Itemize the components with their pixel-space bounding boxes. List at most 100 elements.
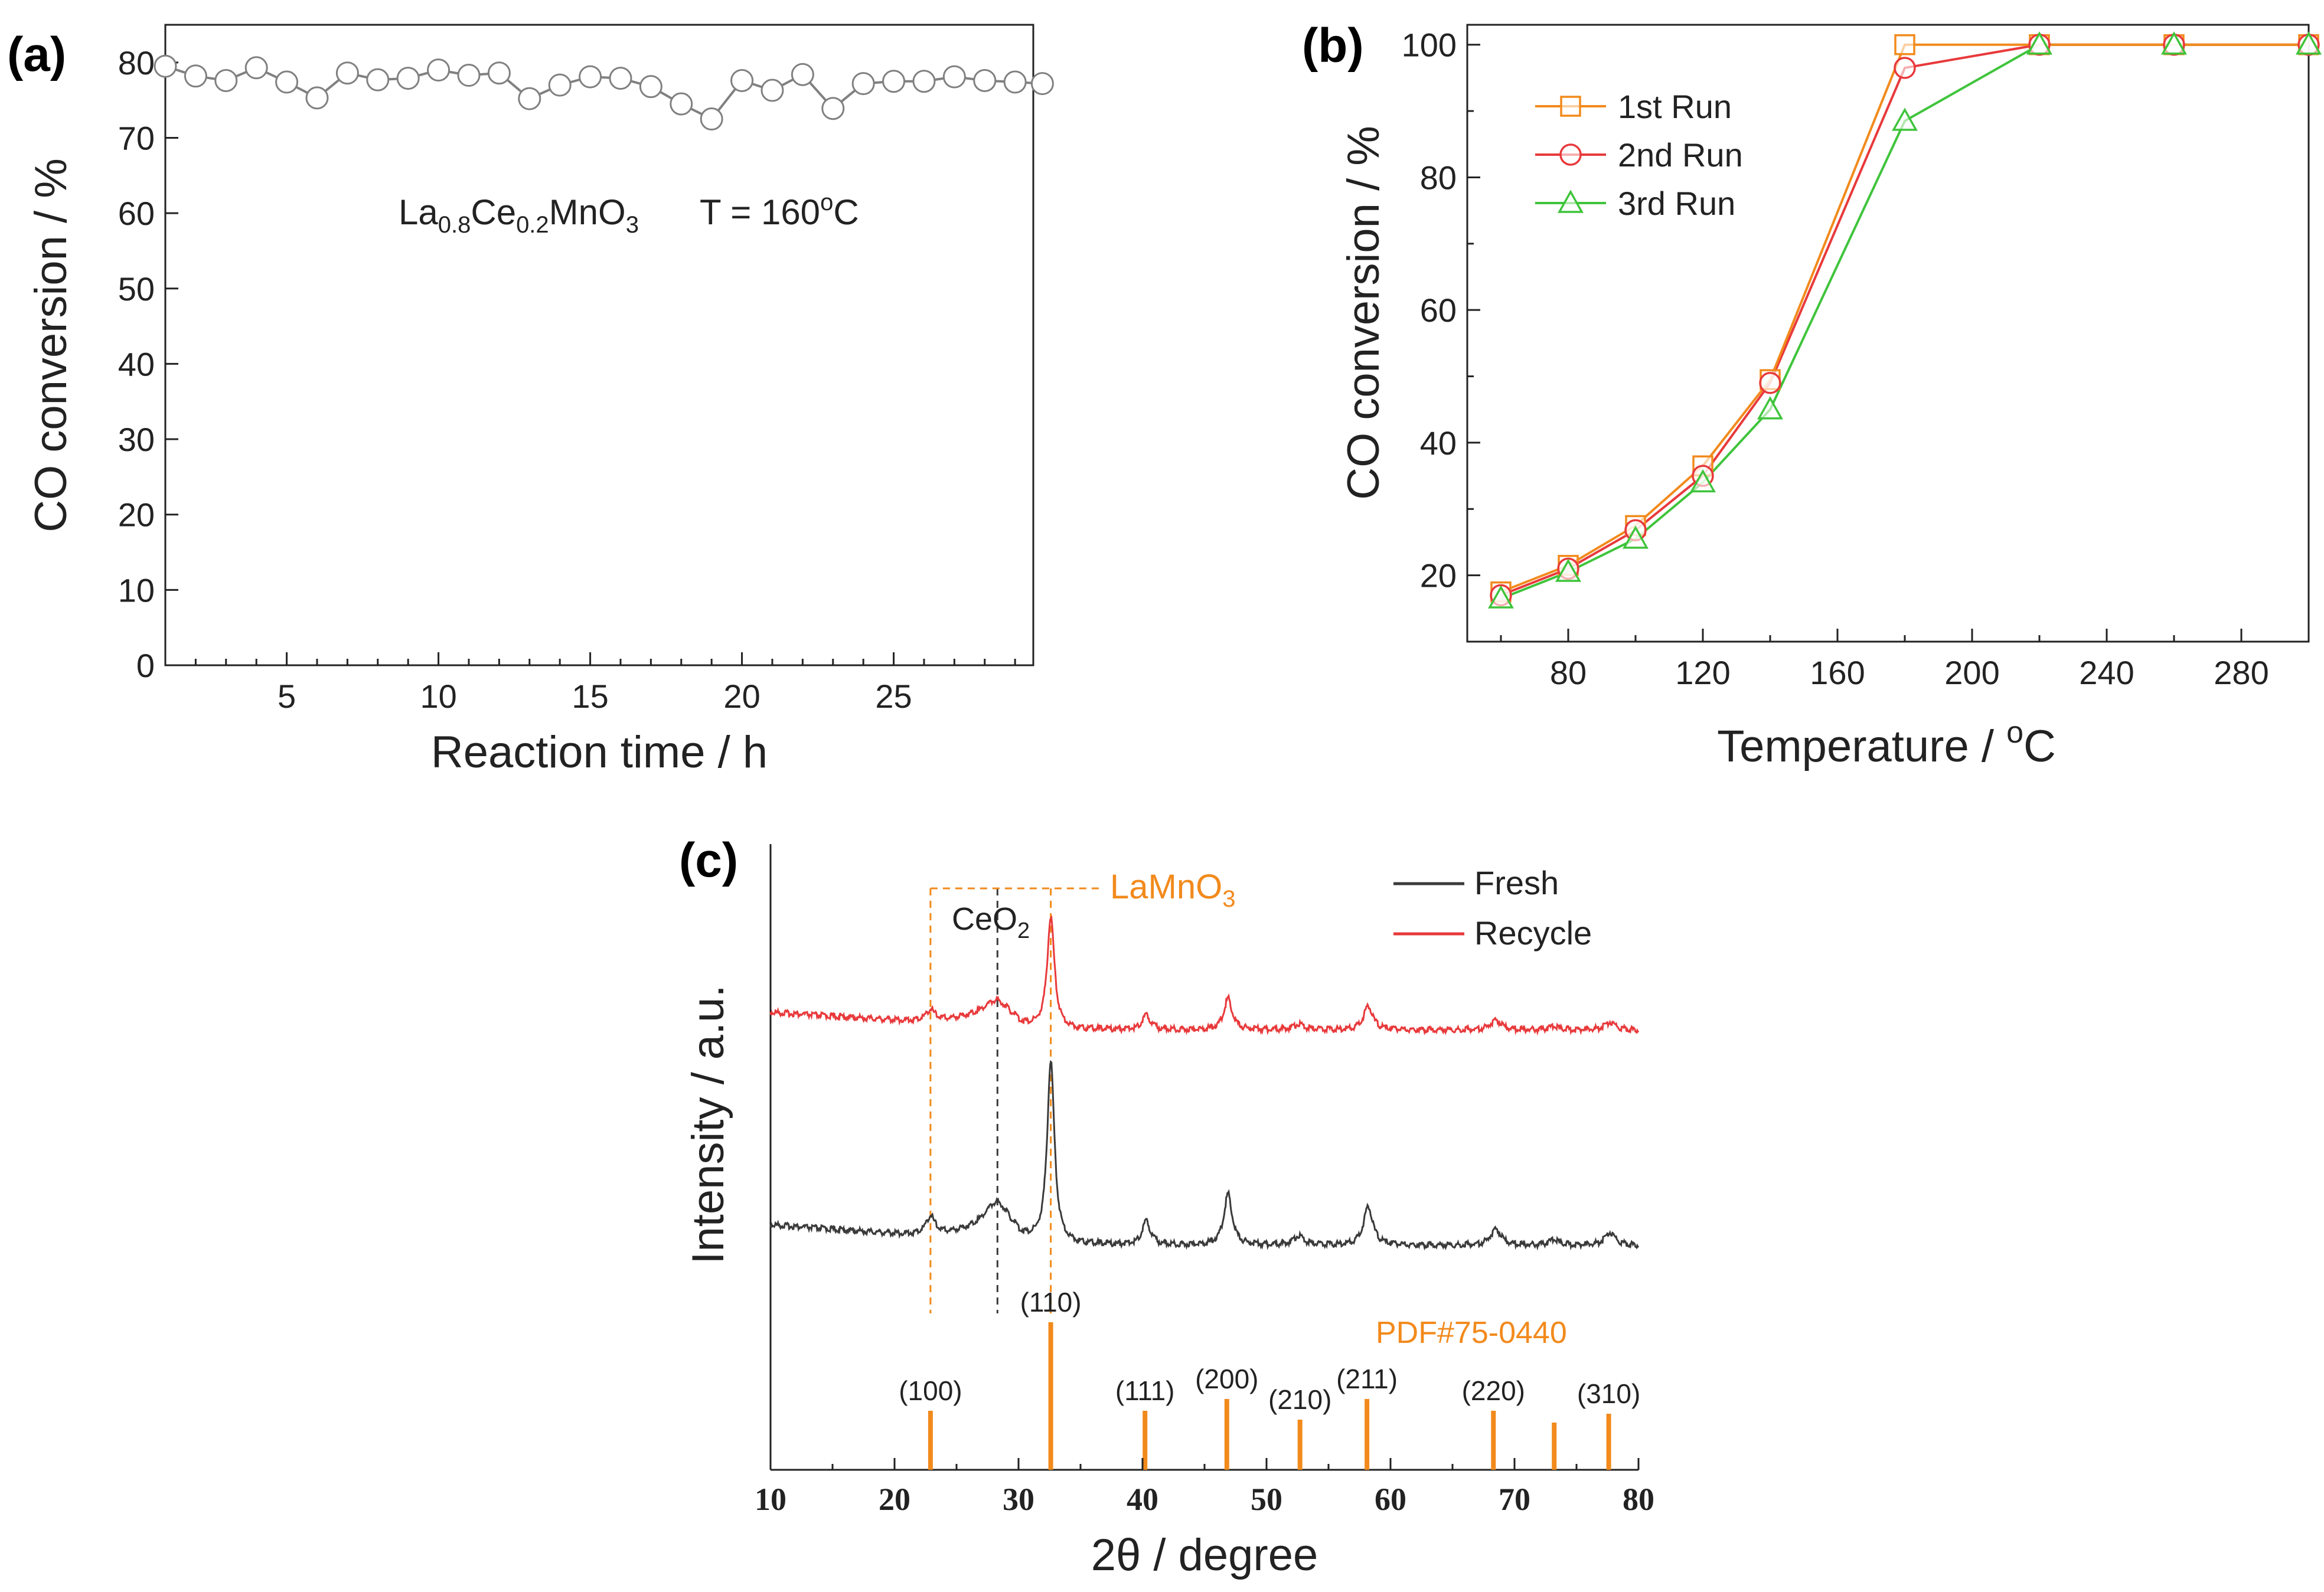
legend-marker-triangle [1558, 189, 1584, 213]
data-point-a [821, 97, 845, 120]
data-point-a [518, 87, 541, 110]
y-tick-label-a: 70 [118, 119, 155, 156]
y-tick-label-a: 50 [118, 270, 155, 308]
y-tick-label-b: 60 [1420, 292, 1457, 329]
temp-unit: C [833, 192, 859, 232]
annotation-temperature-a: T = 160oC [700, 189, 859, 232]
data-point-a [1003, 70, 1027, 94]
x-tick-label-b: 80 [1550, 654, 1587, 691]
legend-label-b: 1st Run [1618, 88, 1732, 125]
y-axis-label-c: Intensity / a.u. [683, 985, 733, 1264]
data-point-a [244, 56, 268, 80]
x-axis-label-c: 2θ / degree [1091, 1530, 1318, 1580]
x-tick-label-a: 10 [420, 678, 456, 715]
data-point-triangle [1488, 585, 1514, 609]
temp-text: T = 160 [700, 192, 820, 232]
data-point-a [1030, 72, 1054, 96]
data-point-a [396, 67, 420, 90]
x-tick-label-c: 80 [1623, 1482, 1654, 1517]
x-tick-label-c: 40 [1127, 1482, 1158, 1517]
x-axis-label-b-degree: o [2006, 715, 2023, 750]
data-point-triangle [1757, 396, 1783, 420]
y-tick-label-b: 80 [1420, 159, 1457, 196]
panel-label-c: (c) [679, 833, 738, 887]
legend-label-fresh: Fresh [1474, 864, 1559, 901]
data-point-a [335, 61, 359, 85]
x-tick-label-c: 70 [1499, 1482, 1530, 1517]
xrd-pattern-recycle [769, 915, 1640, 1036]
y-tick-label-a: 20 [118, 496, 155, 534]
legend-label-b: 2nd Run [1618, 136, 1743, 174]
x-tick-label-b: 200 [1944, 654, 1999, 691]
reference-label-c: (100) [899, 1375, 962, 1406]
y-tick-label-a: 10 [118, 571, 155, 609]
x-tick-label-c: 10 [755, 1482, 786, 1517]
ceo2-sub: 2 [1017, 918, 1030, 943]
x-tick-label-b: 280 [2214, 654, 2268, 691]
lamno3-base: LaMnO [1110, 868, 1222, 906]
reference-label-c: (110) [1020, 1287, 1082, 1318]
y-tick-label-a: 30 [118, 421, 155, 458]
data-point-a [305, 86, 329, 110]
xrd-pattern-fresh [769, 1060, 1640, 1251]
data-point-a [457, 64, 481, 87]
data-point-a [851, 72, 875, 96]
data-point-a [700, 107, 723, 131]
data-point-a [670, 92, 693, 116]
y-tick-label-a: 40 [118, 345, 155, 383]
data-point-a [579, 65, 602, 89]
y-axis-label-b: CO conversion / % [1339, 126, 1389, 500]
ceo2-base: CeO [952, 901, 1017, 937]
annotation-formula-a: La0.8Ce0.2MnO3 [399, 192, 639, 238]
reference-label-c: (310) [1577, 1378, 1640, 1409]
data-point-a [791, 63, 814, 86]
reference-label-c: (111) [1115, 1375, 1175, 1406]
data-point-circle [1894, 57, 1916, 79]
data-point-a [366, 68, 390, 91]
x-tick-label-c: 30 [1003, 1482, 1034, 1517]
x-tick-label-b: 120 [1675, 654, 1730, 691]
data-point-a [639, 75, 662, 99]
data-point-a [973, 68, 997, 92]
x-tick-label-c: 60 [1375, 1482, 1406, 1517]
y-tick-label-b: 20 [1420, 557, 1457, 594]
y-tick-label-a: 60 [118, 195, 155, 232]
reference-label-c: (211) [1336, 1364, 1398, 1394]
data-point-square [1894, 34, 1915, 55]
data-point-a [912, 70, 936, 93]
data-point-a [882, 70, 906, 93]
legend-marker-square [1560, 96, 1581, 117]
data-point-a [214, 68, 238, 92]
panel-label-a: (a) [7, 28, 66, 81]
legend-label-recycle: Recycle [1474, 914, 1592, 952]
temp-degree: o [820, 189, 833, 215]
formula-mno: MnO [549, 192, 626, 232]
legend-marker-circle [1559, 143, 1582, 166]
data-point-a [730, 68, 754, 92]
chart-b: 80 120 160 200 240 280 20 40 60 80 100 1st Run 2nd … [1339, 24, 2322, 772]
x-tick-label-a: 15 [572, 678, 608, 715]
y-tick-label-b: 40 [1420, 424, 1457, 462]
data-point-a [760, 79, 784, 102]
x-axis-label-b-text: Temperature / [1717, 721, 2006, 772]
formula-sub-o: 3 [626, 212, 639, 238]
data-point-triangle [2296, 31, 2322, 55]
data-point-a [154, 54, 177, 78]
x-tick-label-b: 240 [2079, 654, 2134, 691]
x-tick-label-a: 25 [875, 678, 912, 715]
formula-sub-ce: 0.2 [516, 212, 549, 238]
pdf-card-label: PDF#75-0440 [1376, 1316, 1567, 1350]
data-point-triangle [1690, 469, 1716, 493]
x-tick-label-c: 50 [1251, 1482, 1282, 1517]
legend-label-b: 3rd Run [1618, 185, 1735, 222]
formula-sub-la: 0.8 [438, 212, 471, 238]
data-point-a [275, 70, 299, 94]
lamno3-label: LaMnO3 [1110, 868, 1235, 912]
reference-label-c: (200) [1195, 1364, 1258, 1394]
x-axis-label-b-unit: C [2023, 721, 2056, 772]
ceo2-label: CeO2 [952, 901, 1030, 943]
panel-label-b: (b) [1302, 19, 1364, 73]
plot-frame-b [1466, 24, 2310, 643]
chart-c: (100) (110) (111) (200) (210)(211) (220) (310)… [683, 844, 1654, 1580]
